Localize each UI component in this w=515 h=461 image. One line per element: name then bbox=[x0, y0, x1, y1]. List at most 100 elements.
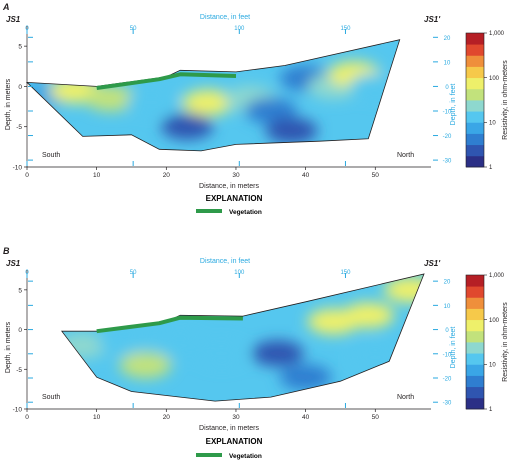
colorbar-tick-label: 1 bbox=[489, 165, 493, 171]
right-tick-label: -20 bbox=[443, 134, 452, 140]
right-tick-label: 0 bbox=[445, 328, 449, 334]
resistivity-anomaly bbox=[342, 302, 395, 329]
bottom-tick-label: 40 bbox=[302, 414, 310, 421]
bottom-tick-label: 10 bbox=[93, 414, 101, 421]
left-tick-label: -5 bbox=[16, 124, 22, 131]
explanation-title: EXPLANATION bbox=[206, 194, 263, 203]
left-tick-label: -10 bbox=[13, 165, 23, 172]
bottom-tick-label: 20 bbox=[163, 414, 171, 421]
colorbar-b: 1,000 100 10 1 Resistivity, in ohm-meters bbox=[465, 273, 509, 413]
colorbar-segment bbox=[466, 77, 484, 90]
colorbar-segment bbox=[466, 100, 484, 112]
colorbar-segment bbox=[466, 397, 484, 410]
right-tick-label: 0 bbox=[445, 85, 449, 91]
resistivity-anomaly bbox=[251, 340, 304, 367]
colorbar-segment bbox=[466, 319, 484, 332]
colorbar-segment bbox=[466, 353, 484, 365]
colorbar-tick-label: 10 bbox=[489, 363, 496, 369]
colorbar-segment bbox=[466, 44, 484, 56]
colorbar-segment bbox=[466, 55, 484, 67]
colorbar-tick-label: 100 bbox=[489, 76, 500, 82]
resistivity-anomaly bbox=[154, 332, 207, 359]
bottom-tick-label: 30 bbox=[232, 414, 240, 421]
resistivity-anomaly bbox=[244, 97, 297, 124]
resistivity-anomaly bbox=[161, 113, 214, 140]
colorbar-tick-label: 100 bbox=[489, 318, 500, 324]
resistivity-anomaly bbox=[279, 364, 332, 391]
explanation-title: EXPLANATION bbox=[206, 437, 263, 446]
vegetation-line bbox=[96, 72, 237, 90]
resistivity-anomaly bbox=[349, 344, 402, 371]
vegetation-line bbox=[96, 315, 243, 334]
colorbar-segment bbox=[466, 297, 484, 309]
resistivity-anomaly bbox=[126, 89, 179, 116]
bottom-tick-label: 40 bbox=[302, 172, 310, 179]
resistivity-anomaly bbox=[384, 276, 425, 303]
colorbar-segment bbox=[466, 88, 484, 101]
left-tick-label: -10 bbox=[13, 407, 23, 414]
colorbar-tick-label: 1,000 bbox=[489, 273, 505, 279]
explanation-b: EXPLANATION Vegetation bbox=[196, 437, 263, 460]
bottom-axis-title: Distance, in meters bbox=[199, 425, 259, 432]
bottom-tick-label: 20 bbox=[163, 172, 171, 179]
left-tick-label: 0 bbox=[18, 84, 22, 91]
right-tick-label: 20 bbox=[444, 280, 451, 286]
bottom-tick-label: 0 bbox=[25, 172, 29, 179]
colorbar-frame bbox=[465, 32, 485, 168]
panel-letter: A bbox=[2, 2, 10, 12]
bottom-axis-title: Distance, in meters bbox=[199, 183, 259, 190]
resistivity-anomaly bbox=[119, 352, 172, 379]
resistivity-anomaly bbox=[182, 89, 235, 116]
section-start-label: JS1 bbox=[6, 15, 21, 24]
left-tick-label: -5 bbox=[16, 367, 22, 374]
colorbar-tick-label: 10 bbox=[489, 121, 496, 127]
bottom-tick-label: 30 bbox=[232, 172, 240, 179]
left-tick-label: 0 bbox=[18, 327, 22, 334]
right-tick-label: 10 bbox=[444, 304, 451, 310]
south-label: South bbox=[42, 394, 60, 401]
colorbar-segment bbox=[466, 286, 484, 298]
colorbar-frame bbox=[465, 274, 485, 410]
resistivity-anomaly bbox=[349, 73, 400, 100]
left-axis-title: Depth, in meters bbox=[5, 321, 12, 373]
right-tick-label: -10 bbox=[443, 352, 452, 358]
colorbar-segment bbox=[466, 330, 484, 343]
colorbar-segment bbox=[466, 111, 484, 123]
top-axis-title: Distance, in feet bbox=[200, 14, 250, 21]
colorbar-title: Resistivity, in ohm-meters bbox=[502, 60, 509, 140]
bottom-tick-label: 10 bbox=[93, 172, 101, 179]
section-end-label: JS1' bbox=[424, 259, 441, 268]
colorbar-segment bbox=[466, 386, 484, 399]
right-tick-label: 20 bbox=[444, 36, 451, 42]
left-tick-label: 5 bbox=[18, 287, 22, 294]
panel-letter: B bbox=[3, 246, 10, 256]
resistivity-anomaly bbox=[98, 328, 151, 355]
explanation-a: EXPLANATION Vegetation bbox=[196, 194, 263, 216]
colorbar-segment bbox=[466, 364, 484, 376]
north-label: North bbox=[397, 394, 414, 401]
right-tick-label: -20 bbox=[443, 376, 452, 382]
right-tick-label: -10 bbox=[443, 109, 452, 115]
resistivity-anomalies bbox=[61, 276, 425, 391]
right-tick-label: 10 bbox=[444, 60, 451, 66]
section-end-label: JS1' bbox=[424, 15, 441, 24]
colorbar-segment bbox=[466, 144, 484, 157]
vegetation-legend-label: Vegetation bbox=[229, 453, 262, 460]
right-tick-label: -30 bbox=[443, 401, 452, 407]
left-tick-label: 5 bbox=[18, 44, 22, 51]
resistivity-field bbox=[27, 39, 400, 151]
bottom-tick-label: 0 bbox=[25, 414, 29, 421]
colorbar-tick-label: 1 bbox=[489, 407, 493, 413]
north-label: North bbox=[397, 152, 414, 159]
right-axis-title: Depth, in feet bbox=[450, 84, 457, 126]
colorbar-a: 1,000 100 10 1 Resistivity, in ohm-meters bbox=[465, 31, 509, 171]
top-axis-title: Distance, in feet bbox=[200, 258, 250, 265]
colorbar-segment bbox=[466, 375, 484, 388]
resistivity-anomaly bbox=[196, 340, 249, 367]
colorbar-segment bbox=[466, 66, 484, 79]
south-label: South bbox=[42, 152, 60, 159]
right-axis-title: Depth, in feet bbox=[450, 327, 457, 369]
